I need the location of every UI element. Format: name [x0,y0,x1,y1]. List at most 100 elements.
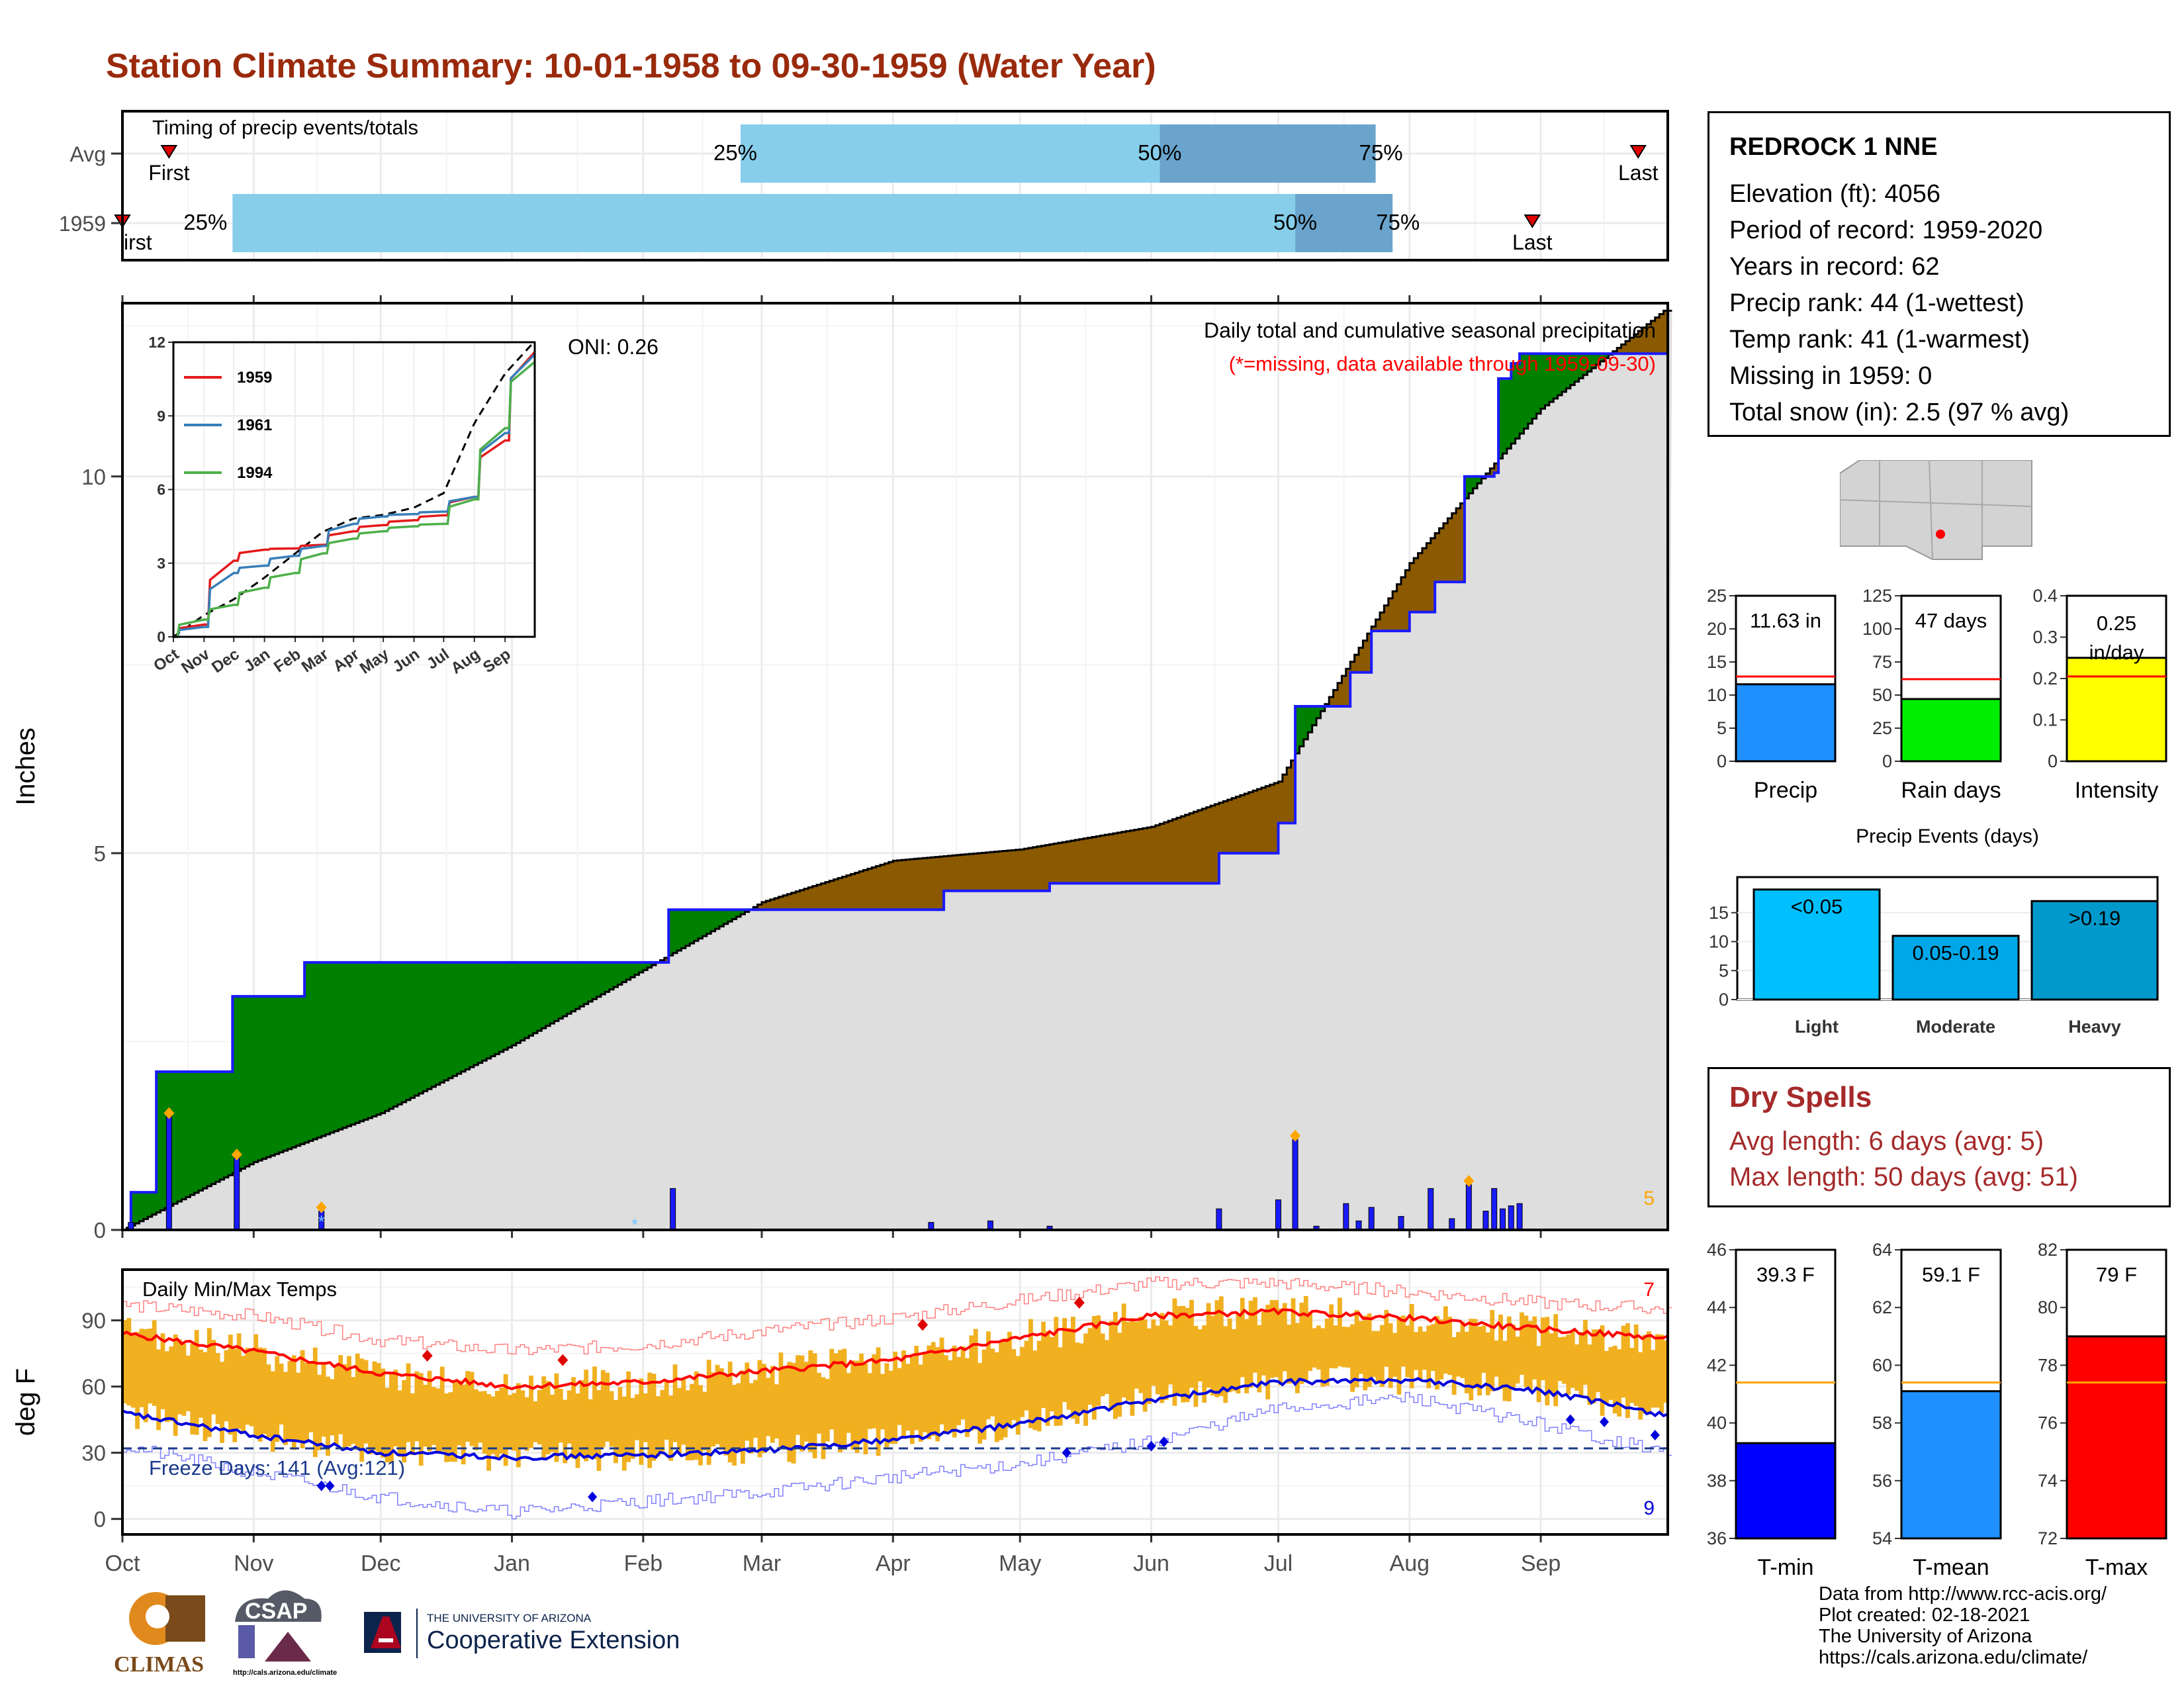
events-ytick-label: 5 [1719,961,1729,980]
precip-departure-fill [494,962,500,1055]
precip-departure-fill [694,910,699,941]
precip-departure-fill [621,962,627,982]
station-name: REDROCK 1 NNE [1729,133,1938,161]
daily-temp-bar [563,1399,568,1464]
precip-departure-fill [1418,553,1423,612]
events-title: Precip Events (days) [1856,825,2039,847]
precip-departure-fill [351,962,356,1125]
precip-departure-fill [1663,310,1668,354]
tbar-ytick-label: 56 [1872,1471,1892,1491]
precip-departure-fill [206,1071,212,1186]
precip-departure-fill [1515,363,1520,439]
precip-departure-fill [1473,476,1478,489]
month-axis-label: Nov [234,1551,273,1576]
daily-temp-bar [545,1381,551,1454]
precip-departure-fill [326,962,331,1135]
precip-departure-fill [143,1192,148,1219]
inset-legend-label: 1961 [237,416,272,434]
daily-temp-bar [876,1347,881,1456]
precip-departure-fill [1405,570,1410,632]
daily-temp-bar [635,1394,639,1440]
precip-departure-fill [782,895,788,910]
daily-temp-bar [469,1372,475,1446]
precip-departure-fill [893,861,898,910]
daily-temp-bar [1172,1298,1177,1406]
daily-temp-bar [1422,1331,1427,1370]
daily-temp-bar [1185,1307,1190,1403]
precip-departure-fill [1163,822,1169,884]
daily-temp-bar [880,1374,885,1430]
daily-temp-bar [516,1383,521,1468]
precip-departure-fill [867,868,872,910]
precip-departure-fill [1591,353,1596,369]
precip-departure-fill [876,866,881,910]
freeze-days-label: Freeze Days: 141 (Avg:121) [149,1456,405,1479]
daily-temp-bar [1176,1306,1181,1394]
precip-departure-fill [702,910,707,937]
precip-departure-fill [592,962,598,1000]
daily-temp-bar [981,1349,987,1440]
precip-departure-fill [880,865,886,910]
precip-departure-fill [1223,801,1228,853]
precip-ytick-label: 5 [94,841,106,866]
dry-spells-max: Max length: 50 days (avg: 51) [1729,1162,2078,1192]
daily-temp-bar [702,1391,707,1451]
daily-temp-bar [220,1362,224,1443]
precip-departure-fill [850,874,856,910]
daily-precip-bar [1482,1211,1489,1231]
precip-departure-fill [668,910,674,956]
last-marker [1524,214,1541,228]
daily-temp-bar [418,1373,424,1466]
precip-departure-fill [643,962,648,970]
precip-departure-fill [1087,837,1093,884]
precip-departure-fill [1460,503,1465,583]
record-low-marker [588,1491,598,1503]
daily-temp-bar [571,1377,576,1459]
daily-temp-bar [1557,1337,1563,1382]
precip-departure-fill [469,962,475,1068]
daily-temp-bar [770,1366,775,1443]
precip-departure-fill [1096,836,1101,884]
precip-departure-fill [1024,849,1029,891]
precip-departure-fill [296,996,301,1146]
daily-temp-bar [338,1355,343,1434]
daily-temp-bar [1117,1333,1122,1417]
avg-temp-line [122,1307,1668,1391]
timing-bar-50-75 [1295,194,1393,252]
precip-departure-fill [770,899,775,910]
precip-departure-fill [1338,682,1343,706]
precip-departure-fill [537,962,542,1031]
precip-departure-fill [1456,508,1461,583]
daily-temp-bar [130,1333,136,1408]
temp-ytick-label: 30 [81,1441,106,1466]
precip-departure-fill [1617,348,1622,354]
daily-temp-bar [372,1361,377,1450]
daily-temp-bar [948,1360,953,1430]
precip-departure-fill [821,883,826,910]
precip-departure-fill [1007,850,1013,891]
precip-departure-fill [1426,543,1432,612]
precip-departure-fill [787,894,792,910]
precip-departure-fill [1075,839,1080,884]
daily-temp-bar [397,1390,402,1457]
daily-temp-bar [1502,1340,1508,1401]
record-low-marker [316,1480,326,1491]
daily-temp-bar [1659,1335,1664,1413]
daily-temp-bar [846,1373,851,1433]
university-of-arizona-logo: THE UNIVERSITY OF ARIZONA Cooperative Ex… [364,1609,680,1658]
precip-departure-fill [444,962,449,1081]
tbar-ytick-label: 60 [1872,1355,1892,1375]
precip-departure-fill [1464,476,1469,498]
tbar-ytick-label: 78 [2038,1355,2058,1375]
daily-temp-bar [782,1368,788,1449]
precip-departure-fill [1185,814,1190,884]
precip-departure-fill [1282,774,1287,823]
tbar-ytick-label: 72 [2038,1528,2058,1548]
daily-temp-bar [173,1334,178,1436]
daily-temp-bar [1359,1321,1363,1374]
precip-departure-fill [1291,760,1296,823]
daily-temp-bar [1388,1323,1393,1388]
daily-temp-bar [520,1390,525,1448]
daily-temp-bar [596,1389,602,1472]
mini-ytick-label: 75 [1872,652,1892,672]
